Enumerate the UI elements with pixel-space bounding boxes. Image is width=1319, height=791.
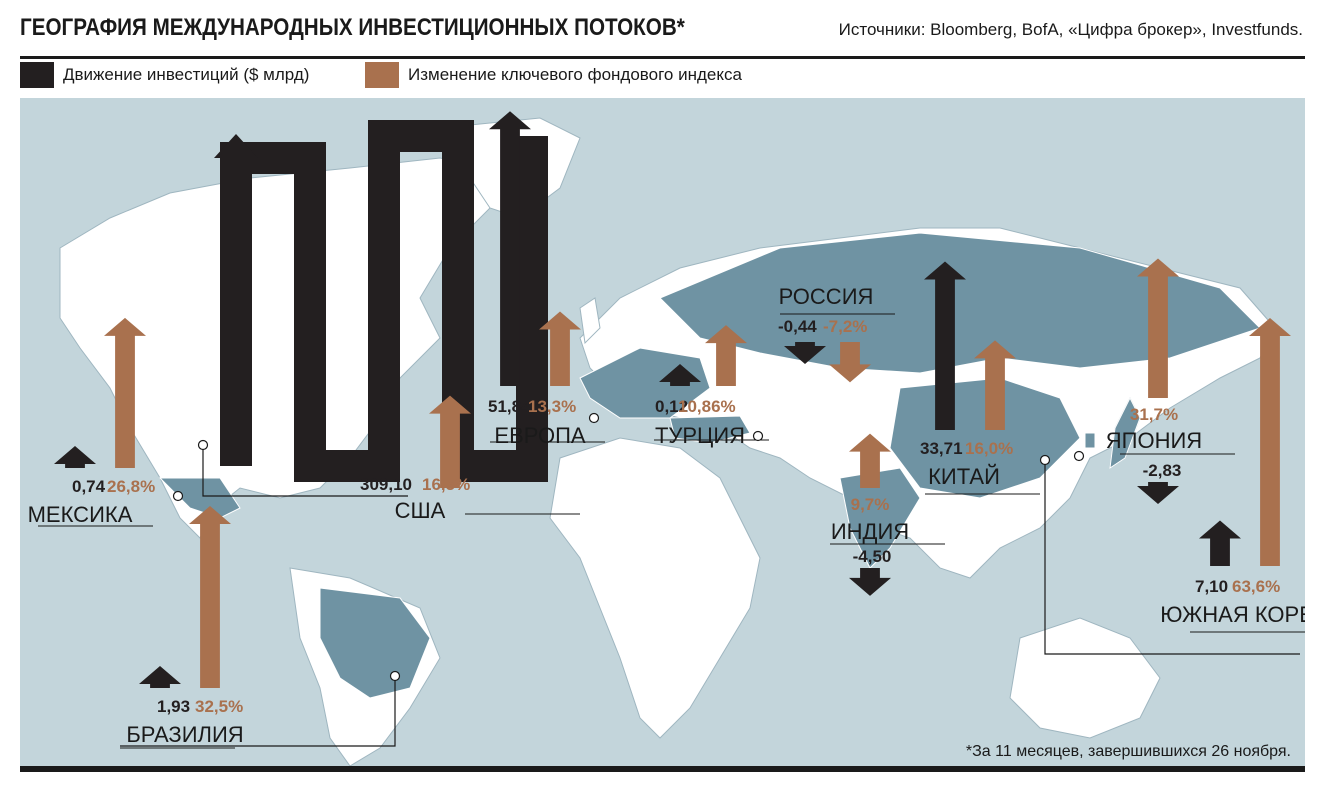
bar-investment-мексика [54, 446, 96, 468]
bar-index-мексика [104, 317, 146, 468]
bar-index-япония [1137, 258, 1179, 398]
legend-label-index: Изменение ключевого фондового индекса [408, 65, 742, 84]
country-marker [1039, 454, 1051, 466]
bar-investment-турция [659, 364, 701, 386]
bar-investment-европа [489, 111, 531, 387]
country-mexico [158, 477, 241, 519]
category-label-европа: ЕВРОПА [494, 423, 585, 448]
bar-investment-бразилия [139, 666, 181, 688]
bar-index-россия [829, 342, 871, 383]
data-label-investment-китай: 33,71 [920, 439, 963, 458]
category-label-мексика: МЕКСИКА [28, 502, 133, 527]
data-label-investment-россия: -0,44 [778, 317, 817, 336]
category-label-япония: ЯПОНИЯ [1106, 428, 1202, 453]
data-label-index-мексика: 26,8% [107, 477, 155, 496]
island-uk [579, 297, 601, 345]
data-label-index-япония: 31,7% [1130, 405, 1178, 424]
bar-index-европа [539, 311, 581, 386]
country-marker [752, 430, 764, 442]
country-south-korea [1084, 432, 1096, 449]
legend-swatch-index [365, 62, 399, 88]
data-label-index-бразилия: 32,5% [195, 697, 243, 716]
country-brazil [319, 587, 431, 699]
country-japan [1109, 396, 1141, 470]
data-label-investment-европа: 51,84 [488, 397, 531, 416]
country-marker [389, 670, 401, 682]
bar-index-индия [849, 433, 891, 488]
category-label-сша: США [395, 498, 446, 523]
footnote: *За 11 месяцев, завершившихся 26 ноября. [965, 743, 1291, 760]
bar-index-бразилия [189, 506, 231, 688]
leader-line [1044, 460, 1300, 655]
bar-investment-южная-корея [1199, 520, 1241, 566]
legend-swatch-investment [20, 62, 54, 88]
data-label-index-турция: 10,86% [678, 397, 736, 416]
data-label-index-россия: -7,2% [823, 317, 867, 336]
country-turkey [669, 415, 751, 444]
data-label-investment-бразилия: 1,93 [157, 697, 190, 716]
bar-investment-россия [784, 342, 826, 364]
country-marker [197, 439, 209, 451]
bar-index-турция [705, 325, 747, 386]
data-label-investment-япония: -2,83 [1143, 461, 1182, 480]
bar-investment-япония [1137, 482, 1179, 504]
bar-investment-индия [849, 568, 891, 596]
data-label-investment-сша: 309,10 [360, 475, 412, 494]
title-divider [20, 56, 1305, 59]
country-marker [588, 412, 600, 424]
data-label-index-южная-корея: 63,6% [1232, 577, 1280, 596]
bar-investment-китай [924, 261, 966, 430]
data-label-investment-южная-корея: 7,10 [1195, 577, 1228, 596]
continent-australia [1009, 617, 1161, 739]
leader-line [120, 676, 396, 747]
bar-investment-usa-head [214, 134, 258, 158]
data-label-index-китай: 16,0% [965, 439, 1013, 458]
country-india [839, 467, 921, 569]
category-label-бразилия: БРАЗИЛИЯ [126, 722, 243, 747]
bar-index-китай [974, 340, 1016, 430]
category-label-россия: РОССИЯ [779, 284, 874, 309]
category-label-турция: ТУРЦИЯ [655, 423, 745, 448]
country-marker [1073, 450, 1085, 462]
data-label-investment-мексика: 0,74 [72, 477, 106, 496]
country-russia [659, 232, 1261, 374]
legend-label-investment: Движение инвестиций ($ млрд) [63, 65, 310, 84]
bar-index-южная-корея [1249, 317, 1291, 566]
country-europe-region [579, 347, 711, 419]
legend-item-investment: Движение инвестиций ($ млрд) [20, 62, 309, 88]
data-label-index-сша: 16,5% [422, 475, 470, 494]
bottom-divider [20, 766, 1305, 772]
category-label-южная-корея: ЮЖНАЯ КОРЕЯ [1160, 602, 1305, 627]
leader-line [202, 445, 408, 497]
continent-africa [549, 437, 761, 739]
country-marker [172, 490, 184, 502]
world-map: 309,10 16,5% США 51,84 13,3% ЕВРОПА 0,74 26,8% М… [20, 98, 1305, 766]
data-label-index-индия: 9,7% [851, 495, 890, 514]
data-label-investment-индия: -4,50 [853, 547, 892, 566]
legend-item-index: Изменение ключевого фондового индекса [365, 62, 742, 88]
data-label-index-европа: 13,3% [528, 397, 576, 416]
category-label-китай: КИТАЙ [928, 464, 1000, 489]
category-label-индия: ИНДИЯ [831, 519, 909, 544]
sources-note: Источники: Bloomberg, BofA, «Цифра броке… [838, 20, 1303, 39]
data-label-investment-турция: 0,12 [655, 397, 688, 416]
bar-index-сша [429, 395, 471, 488]
bar-investment-usa [220, 120, 548, 482]
chart-title: ГЕОГРАФИЯ МЕЖДУНАРОДНЫХ ИНВЕСТИЦИОННЫХ П… [20, 14, 685, 41]
